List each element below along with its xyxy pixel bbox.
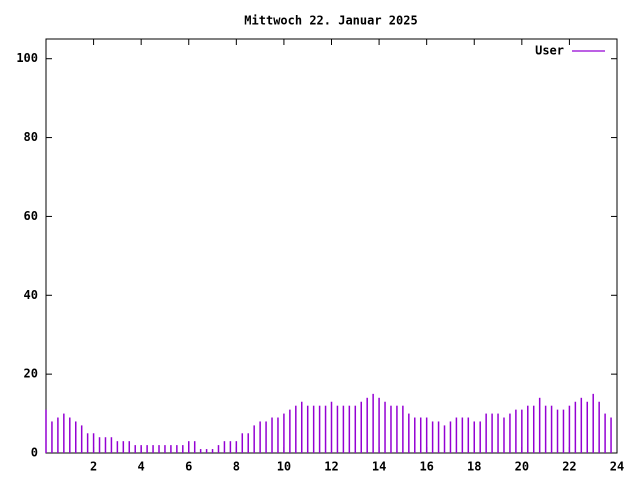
x-tick-label: 8 bbox=[233, 460, 240, 474]
x-tick-label: 12 bbox=[324, 460, 338, 474]
y-tick-label: 80 bbox=[24, 130, 38, 144]
x-tick-label: 6 bbox=[185, 460, 192, 474]
x-tick-label: 4 bbox=[138, 460, 145, 474]
y-tick-label: 100 bbox=[16, 51, 38, 65]
chart-title: Mittwoch 22. Januar 2025 bbox=[244, 14, 417, 28]
x-tick-label: 14 bbox=[372, 460, 386, 474]
y-tick-label: 20 bbox=[24, 367, 38, 381]
y-tick-label: 60 bbox=[24, 209, 38, 223]
x-tick-label: 16 bbox=[419, 460, 433, 474]
x-tick-label: 24 bbox=[610, 460, 624, 474]
x-tick-label: 18 bbox=[467, 460, 481, 474]
x-tick-label: 10 bbox=[277, 460, 291, 474]
x-tick-label: 20 bbox=[515, 460, 529, 474]
y-tick-label: 40 bbox=[24, 288, 38, 302]
x-tick-label: 22 bbox=[562, 460, 576, 474]
x-tick-label: 2 bbox=[90, 460, 97, 474]
legend-label: User bbox=[535, 44, 564, 58]
y-tick-label: 0 bbox=[31, 446, 38, 460]
